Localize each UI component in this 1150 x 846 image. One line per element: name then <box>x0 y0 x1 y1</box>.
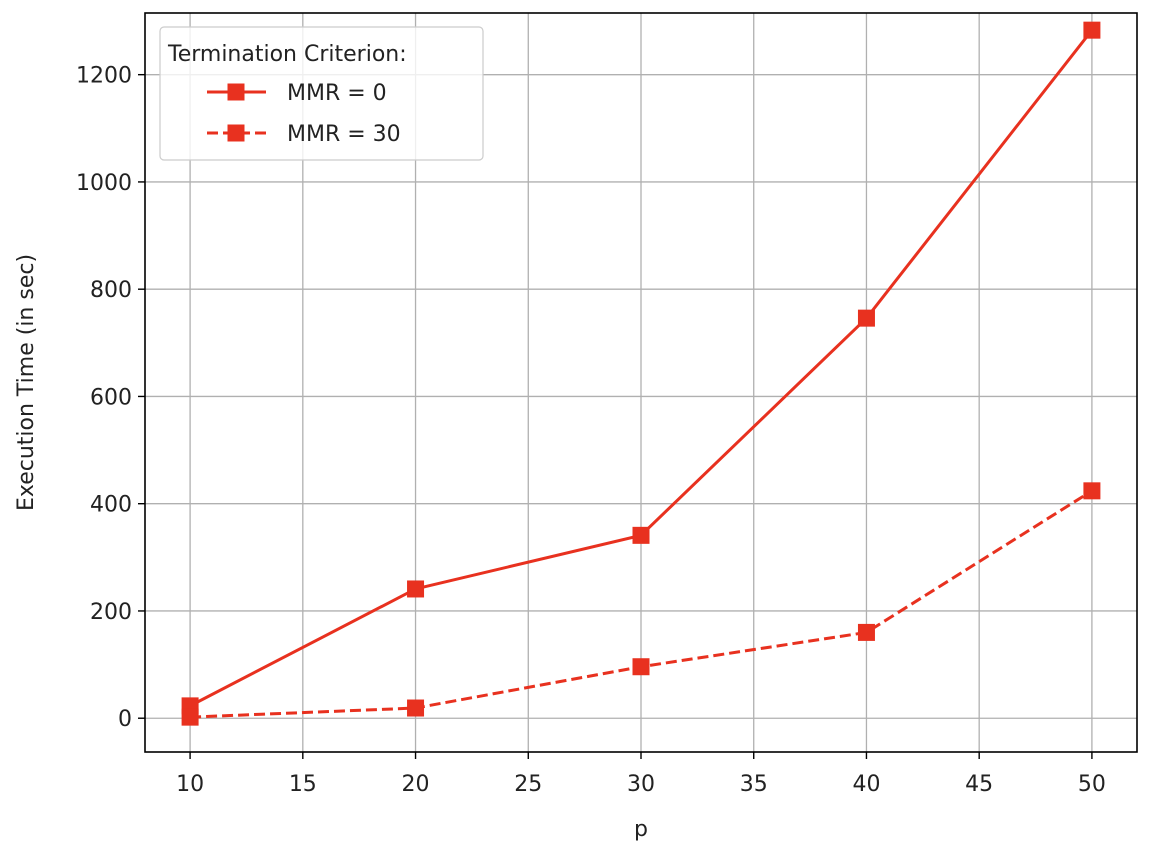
data-point <box>1083 21 1101 39</box>
x-tick-label: 50 <box>1078 772 1106 797</box>
y-tick-label: 200 <box>90 600 132 625</box>
data-point <box>632 658 650 676</box>
y-tick-label: 1000 <box>76 171 132 196</box>
x-tick-label: 10 <box>176 772 204 797</box>
data-point <box>407 699 425 717</box>
legend-marker-1 <box>227 83 245 101</box>
x-axis-label: p <box>634 817 648 842</box>
data-point <box>632 526 650 544</box>
x-tick-label: 45 <box>965 772 993 797</box>
legend-label-1: MMR = 0 <box>287 81 387 106</box>
y-tick-label: 0 <box>118 707 132 732</box>
y-tick-label: 600 <box>90 385 132 410</box>
legend-entries: MMR = 0 MMR = 30 <box>207 81 401 147</box>
y-axis-label: Execution Time (in sec) <box>14 254 39 511</box>
x-tick-label: 20 <box>402 772 430 797</box>
legend-marker-2 <box>227 124 245 142</box>
legend-label-2: MMR = 30 <box>287 122 401 147</box>
x-tick-label: 30 <box>627 772 655 797</box>
data-point <box>1083 482 1101 500</box>
legend: Termination Criterion: MMR = 0 MMR = 30 <box>159 26 484 161</box>
x-tick-label: 15 <box>289 772 317 797</box>
y-tick-label: 1200 <box>76 64 132 89</box>
x-tick-label: 35 <box>740 772 768 797</box>
y-tick-label: 800 <box>90 278 132 303</box>
plot-area <box>181 21 1101 726</box>
axes: 10 15 20 25 30 35 40 45 50 0 200 400 600 800 1000 1200 <box>76 64 1106 797</box>
data-point <box>857 309 875 327</box>
legend-title: Termination Criterion: <box>167 42 407 67</box>
x-tick-label: 40 <box>852 772 880 797</box>
x-tick-label: 25 <box>514 772 542 797</box>
y-tick-label: 400 <box>90 493 132 518</box>
data-point <box>181 708 199 726</box>
data-point <box>857 623 875 641</box>
data-point <box>407 580 425 598</box>
